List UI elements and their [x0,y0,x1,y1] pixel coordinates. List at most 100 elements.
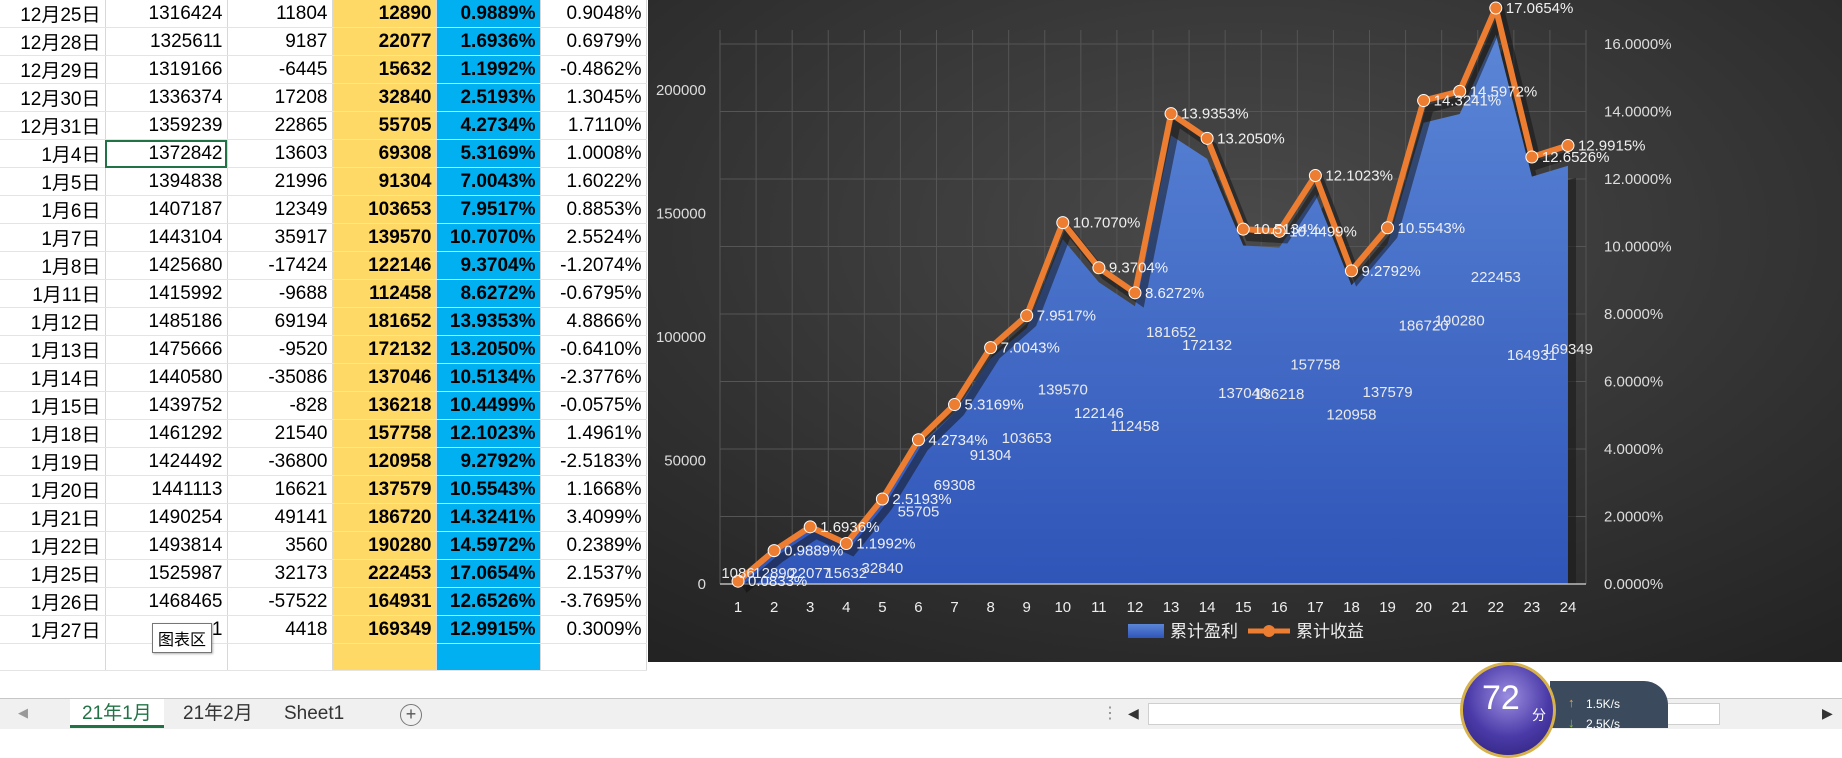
cell[interactable]: 103653 [332,195,437,224]
cell[interactable]: -0.6410% [540,335,647,364]
cell[interactable]: 11804 [227,0,333,28]
cell[interactable]: 69194 [227,307,333,336]
cell[interactable]: 9187 [227,27,333,56]
cell[interactable]: -17424 [227,251,333,280]
cell[interactable]: 8.6272% [436,279,541,308]
cell[interactable]: 12349 [227,195,333,224]
cell[interactable]: 14.3241% [436,503,541,532]
cell[interactable]: 1月8日 [0,251,106,280]
cell[interactable]: 1.3045% [540,83,647,112]
cell[interactable]: 1.1992% [436,55,541,84]
scroll-left-icon[interactable]: ◀ [1128,705,1139,721]
cell[interactable]: 1月19日 [0,447,106,476]
cell[interactable]: 12月28日 [0,27,106,56]
cell[interactable]: 120958 [332,447,437,476]
cell[interactable]: 136218 [332,391,437,420]
cell[interactable]: 1440580 [105,363,228,392]
cell[interactable]: 12月31日 [0,111,106,140]
cell[interactable]: 14.5972% [436,531,541,560]
cell[interactable]: 9.2792% [436,447,541,476]
cell[interactable]: 1月7日 [0,223,106,252]
cell[interactable]: 10.5543% [436,475,541,504]
cell[interactable]: 7.9517% [436,195,541,224]
cell[interactable]: 0.6979% [540,27,647,56]
cell[interactable]: 1月26日 [0,587,106,616]
cell[interactable]: 190280 [332,531,437,560]
cell[interactable]: -0.0575% [540,391,647,420]
cell[interactable]: 69308 [332,139,437,168]
cell[interactable]: -9688 [227,279,333,308]
cell[interactable]: 1319166 [105,55,228,84]
cell[interactable]: -2.3776% [540,363,647,392]
cell[interactable]: 13.9353% [436,307,541,336]
cell[interactable]: 0.3009% [540,615,647,644]
cell[interactable]: 1月22日 [0,531,106,560]
cell[interactable]: 4418 [227,615,333,644]
cell[interactable]: 2.5524% [540,223,647,252]
cell[interactable] [227,643,333,671]
cell[interactable]: 1468465 [105,587,228,616]
cell[interactable]: 2.1537% [540,559,647,588]
scroll-right-icon[interactable]: ▶ [1822,705,1833,721]
cell[interactable]: -36800 [227,447,333,476]
cell[interactable]: -35086 [227,363,333,392]
cell[interactable]: 3.4099% [540,503,647,532]
cell[interactable]: 55705 [332,111,437,140]
cell[interactable]: 186720 [332,503,437,532]
cell[interactable]: 17.0654% [436,559,541,588]
cell[interactable]: 32840 [332,83,437,112]
cell[interactable]: 3560 [227,531,333,560]
cell[interactable]: 169349 [332,615,437,644]
data-grid[interactable]: 12月25日 1316424 11804 12890 0.9889% 0.9048% 12月… [0,0,647,671]
cell[interactable]: 1.6022% [540,167,647,196]
cell[interactable]: 0.8853% [540,195,647,224]
cell[interactable]: 1461292 [105,419,228,448]
cell[interactable]: 1.1668% [540,475,647,504]
cell[interactable]: 9.3704% [436,251,541,280]
tab-sheet-21年1月[interactable]: 21年1月 [70,699,164,728]
cell[interactable]: 10.5134% [436,363,541,392]
cell[interactable]: 1月21日 [0,503,106,532]
cell[interactable]: 1407187 [105,195,228,224]
cell[interactable]: 181652 [332,307,437,336]
cell[interactable]: 12.1023% [436,419,541,448]
cell[interactable]: -6445 [227,55,333,84]
cell[interactable]: 1.6936% [436,27,541,56]
cell[interactable]: 1月5日 [0,167,106,196]
cell[interactable]: 4.8866% [540,307,647,336]
cell[interactable]: 5.3169% [436,139,541,168]
tab-sheet-21年2月[interactable]: 21年2月 [183,703,253,724]
tab-sheet-sheet1[interactable]: Sheet1 [284,703,345,724]
cell[interactable]: 157758 [332,419,437,448]
cell[interactable]: 1525987 [105,559,228,588]
cell[interactable]: 1月4日 [0,139,106,168]
cell[interactable]: 1336374 [105,83,228,112]
cell[interactable]: 1月12日 [0,307,106,336]
cell[interactable]: 1425680 [105,251,228,280]
cell[interactable]: -2.5183% [540,447,647,476]
cell[interactable]: 4.2734% [436,111,541,140]
network-speed-widget[interactable]: 72 分 ↑ 1.5K/s ↓ 2.5K/s [1458,655,1668,758]
cell[interactable]: 0.9889% [436,0,541,28]
cell[interactable]: 12月30日 [0,83,106,112]
cell[interactable]: 164931 [332,587,437,616]
cell[interactable]: 13603 [227,139,333,168]
cell[interactable]: -0.4862% [540,55,647,84]
add-sheet-button[interactable]: + [400,704,422,726]
cell[interactable]: 1.0008% [540,139,647,168]
cell[interactable]: 137579 [332,475,437,504]
cell[interactable]: -57522 [227,587,333,616]
cell[interactable]: 1月25日 [0,559,106,588]
cell[interactable]: 12月29日 [0,55,106,84]
cell[interactable]: 12月25日 [0,0,106,28]
cell[interactable]: 1475666 [105,335,228,364]
worksheet[interactable]: 12月25日 1316424 11804 12890 0.9889% 0.9048% 12月… [0,0,1842,698]
cell[interactable]: 112458 [332,279,437,308]
cell[interactable]: -1.2074% [540,251,647,280]
cell[interactable]: 0.2389% [540,531,647,560]
tab-scroll-left-icon[interactable]: ◀ [18,705,28,720]
cell[interactable]: 10.4499% [436,391,541,420]
cell[interactable]: 139570 [332,223,437,252]
cell[interactable]: 122146 [332,251,437,280]
cell[interactable]: 15632 [332,55,437,84]
